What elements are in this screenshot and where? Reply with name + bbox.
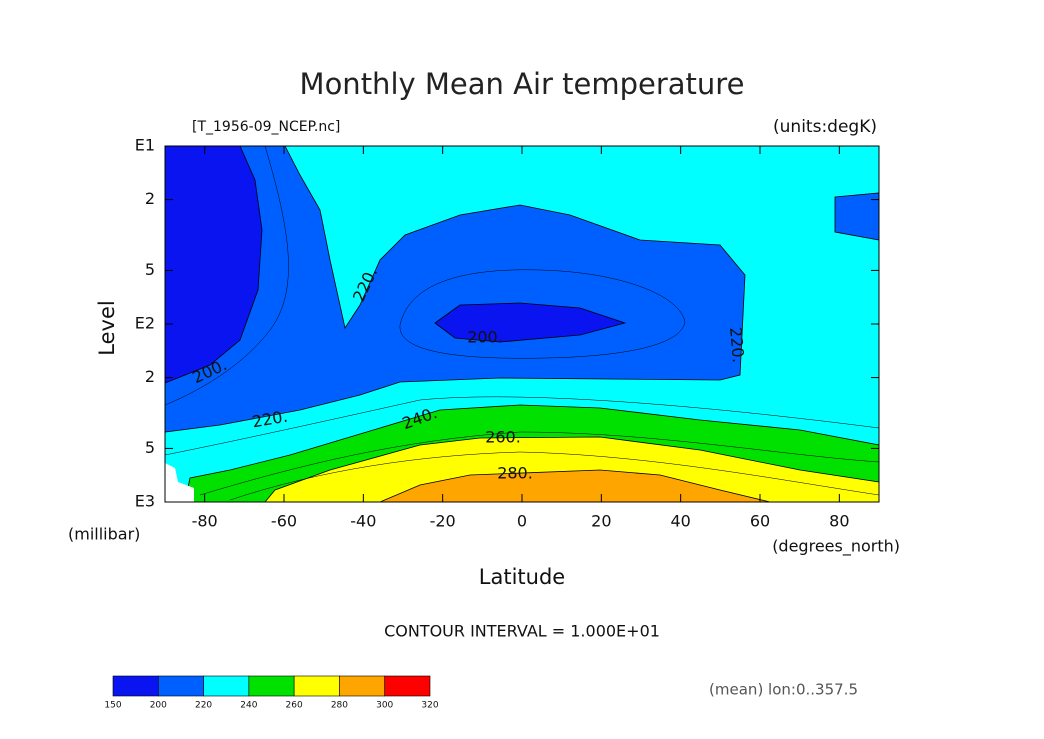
y-tick-label: E3 [135,492,155,511]
subtitle-left: [T_1956-09_NCEP.nc] [192,119,340,135]
x-axis-label: Latitude [479,565,565,589]
x-tick-label: 40 [670,512,690,531]
y-tick-label: E2 [135,314,155,333]
contour-region [434,302,627,343]
contour-label: 220. [726,326,748,363]
x-tick-label: -40 [350,512,376,531]
colorbar-label: 300 [376,701,393,711]
contour-line [164,396,880,456]
colorbar-label: 220 [195,701,212,711]
y-tick-label: 5 [145,260,155,279]
subtitle-right: (units:degK) [773,117,877,137]
contour-interval: CONTOUR INTERVAL = 1.000E+01 [384,622,660,641]
contour-line [399,269,686,359]
colorbar-swatch [384,675,431,697]
colorbar-label: 320 [421,701,438,711]
contour-label: 260. [485,428,521,447]
x-tick-label: 60 [750,512,770,531]
x-tick-label: 20 [591,512,611,531]
chart-title: Monthly Mean Air temperature [300,67,745,101]
y-tick-label: 2 [145,367,155,386]
colorbar-label: 200 [150,701,167,711]
x-tick-label: -60 [271,512,297,531]
y-tick-label: E1 [135,136,155,155]
y-axis-label: Level [95,300,119,355]
contour-label: 280. [497,464,533,483]
colorbar-swatch [293,675,340,697]
contour-line [229,451,880,501]
contour-line [199,431,880,496]
colorbar-swatch [157,675,204,697]
colorbar-label: 280 [331,701,348,711]
y-unit: (millibar) [68,525,140,544]
colorbar-swatch [203,675,250,697]
colorbar-swatch [339,675,386,697]
footnote: (mean) lon:0..357.5 [709,681,858,699]
contour-region [164,145,746,433]
x-unit: (degrees_north) [772,537,900,557]
y-tick-label: 2 [145,189,155,208]
colorbar-swatch [112,675,159,697]
contour-region [164,145,263,384]
contour-region [379,469,771,503]
x-tick-label: 0 [517,512,527,531]
colorbar-label: 260 [286,701,303,711]
x-tick-label: 80 [829,512,849,531]
x-tick-label: -20 [430,512,456,531]
y-tick-label: 5 [145,438,155,457]
colorbar-swatch [248,675,295,697]
missing-region [165,463,194,502]
colorbar-label: 240 [240,701,257,711]
contour-line [164,145,289,406]
contour-label: 200. [467,328,503,347]
colorbar-label: 150 [104,701,121,711]
x-tick-label: -80 [192,512,218,531]
